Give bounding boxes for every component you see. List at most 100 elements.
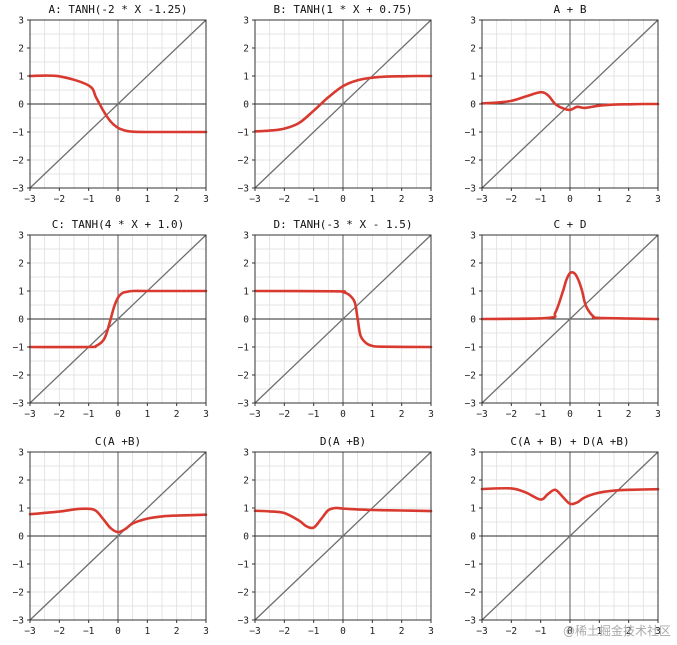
y-tick-label: 1 (470, 287, 476, 298)
y-tick-label: 1 (470, 504, 476, 515)
x-tick-label: −3 (249, 194, 260, 205)
y-tick-label: −3 (465, 184, 476, 195)
x-tick-label: −2 (279, 194, 290, 205)
subplot-2: −3 −2 −1 0 1 2 3 3 2 1 0 −1 −2 −3 B: TANH(1 * X + 0.75… (238, 3, 434, 205)
y-tick-label: −1 (465, 128, 477, 139)
subplot-1: −3 −2 −1 0 1 2 3 3 2 1 0 −1 −2 −3 A: TANH(-2 * X -1.25… (13, 3, 209, 205)
subplot-8: −3 −2 −1 0 1 2 3 3 2 1 0 −1 −2 −3 D(A +B) (238, 435, 434, 637)
identity-line (29, 234, 207, 404)
y-tick-label: −1 (13, 560, 25, 571)
x-tick-label: 0 (115, 409, 121, 420)
x-tick-label: 1 (144, 626, 150, 637)
y-tick-label: 3 (243, 448, 249, 459)
y-tick-label: −2 (13, 588, 24, 599)
y-tick-label: 2 (470, 259, 476, 270)
x-tick-label: −1 (535, 409, 547, 420)
y-tick-label: −3 (13, 184, 24, 195)
series-line (28, 507, 208, 534)
x-tick-label: 0 (115, 626, 121, 637)
y-tick-label: −2 (13, 156, 24, 167)
y-tick-label: 0 (18, 100, 24, 111)
x-tick-label: 2 (626, 409, 632, 420)
x-tick-label: 0 (115, 194, 121, 205)
subplot-title: C + D (553, 218, 586, 231)
y-tick-label: 3 (243, 16, 249, 27)
y-tick-label: 3 (470, 16, 476, 27)
y-tick-label: −1 (238, 560, 250, 571)
x-tick-label: 0 (567, 194, 573, 205)
subplot-title: A + B (553, 3, 586, 16)
series-line (480, 486, 660, 506)
y-tick-label: 1 (243, 504, 249, 515)
x-tick-label: 3 (428, 626, 434, 637)
subplot-7: −3 −2 −1 0 1 2 3 3 2 1 0 −1 −2 −3 C(A +B) (13, 435, 209, 637)
x-tick-label: −2 (54, 194, 65, 205)
y-tick-label: 2 (243, 259, 249, 270)
y-tick-label: −2 (465, 156, 476, 167)
x-tick-label: −3 (249, 409, 260, 420)
x-tick-label: 0 (340, 194, 346, 205)
x-tick-label: 3 (203, 626, 209, 637)
y-tick-label: −3 (13, 399, 24, 410)
x-tick-label: −1 (308, 194, 320, 205)
y-tick-label: 3 (243, 231, 249, 242)
y-tick-label: −2 (465, 371, 476, 382)
y-tick-label: −3 (238, 184, 249, 195)
series-line (28, 74, 208, 134)
y-tick-label: −1 (13, 343, 25, 354)
y-tick-label: 0 (243, 100, 249, 111)
y-tick-label: −3 (465, 399, 476, 410)
y-tick-label: −2 (238, 371, 249, 382)
x-tick-label: 1 (369, 194, 375, 205)
subplot-9: −3 −2 −1 0 1 2 3 3 2 1 0 −1 −2 −3 C(A + B) + D(A +B) (465, 435, 661, 637)
y-tick-label: −3 (13, 616, 24, 627)
x-tick-label: 3 (203, 194, 209, 205)
x-tick-label: 3 (428, 194, 434, 205)
y-tick-label: 1 (18, 72, 24, 83)
y-tick-label: −3 (465, 616, 476, 627)
subplot-4: −3 −2 −1 0 1 2 3 3 2 1 0 −1 −2 −3 C: TANH(4 * X + 1.0) (13, 218, 209, 420)
x-tick-label: −2 (54, 409, 65, 420)
y-tick-label: 3 (18, 448, 24, 459)
series-line (253, 289, 433, 349)
series-line (253, 506, 433, 530)
y-tick-label: 2 (18, 44, 24, 55)
y-tick-label: 0 (243, 315, 249, 326)
x-tick-label: −1 (83, 626, 95, 637)
subplot-title: A: TANH(-2 * X -1.25) (48, 3, 187, 16)
subplot-title: B: TANH(1 * X + 0.75) (273, 3, 412, 16)
identity-line (254, 451, 432, 621)
x-tick-label: −3 (249, 626, 260, 637)
identity-line (481, 234, 659, 404)
x-tick-label: −3 (24, 194, 35, 205)
y-tick-label: 0 (470, 100, 476, 111)
y-tick-label: 1 (18, 287, 24, 298)
y-tick-label: 1 (18, 504, 24, 515)
x-tick-label: 3 (203, 409, 209, 420)
x-tick-label: 0 (567, 626, 573, 637)
x-tick-label: 3 (428, 409, 434, 420)
y-tick-label: 0 (243, 532, 249, 543)
y-tick-label: −1 (465, 343, 477, 354)
y-tick-label: 3 (18, 16, 24, 27)
x-tick-label: −3 (476, 626, 487, 637)
y-tick-label: 2 (243, 476, 249, 487)
x-tick-label: 1 (596, 409, 602, 420)
y-tick-label: −1 (238, 343, 250, 354)
identity-line (254, 19, 432, 189)
y-tick-label: 1 (243, 287, 249, 298)
y-tick-label: −2 (13, 371, 24, 382)
x-tick-label: 3 (655, 409, 661, 420)
y-tick-label: 1 (470, 72, 476, 83)
x-tick-label: −2 (506, 409, 517, 420)
y-tick-label: 3 (470, 448, 476, 459)
x-tick-label: 2 (174, 194, 180, 205)
y-tick-label: 2 (18, 259, 24, 270)
y-tick-label: 1 (243, 72, 249, 83)
x-tick-label: −1 (83, 194, 95, 205)
y-tick-label: −3 (238, 616, 249, 627)
x-tick-label: 1 (144, 409, 150, 420)
identity-line (29, 451, 207, 621)
x-tick-label: 1 (596, 194, 602, 205)
